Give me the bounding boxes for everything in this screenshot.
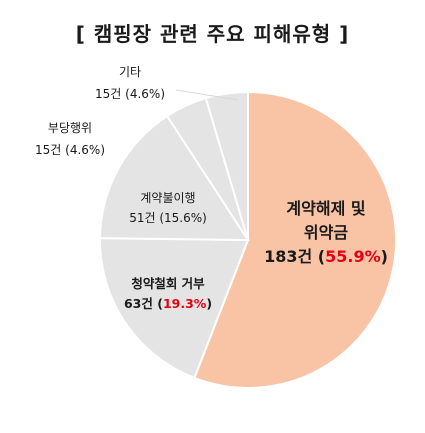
pie-slice-1	[193, 90, 397, 389]
slice-label-value: 63건 (19.3%)	[124, 296, 212, 311]
slice-count: 183건	[264, 247, 312, 266]
pie-slice-3	[98, 114, 250, 242]
slice-percent: 4.6%	[130, 87, 161, 101]
slice-label-name: 청약철회 거부	[131, 276, 205, 291]
slice-percent: 19.3%	[163, 296, 207, 311]
slice-label-value: 183건 (55.9%)	[264, 247, 388, 266]
leader-line-etc	[175, 89, 239, 101]
slice-count: 15건	[95, 87, 121, 101]
slice-count: 15건	[35, 143, 61, 157]
slice-label-value: 15건 (4.6%)	[35, 143, 105, 157]
slice-count: 63건	[124, 296, 153, 311]
pie-slice-2	[99, 237, 250, 380]
slice-percent: 4.6%	[70, 143, 101, 157]
slice-label-name: 위약금	[304, 223, 348, 242]
slice-percent: 55.9%	[325, 247, 381, 266]
slice-label-name: 계약불이행	[140, 190, 195, 205]
pie-slice-5	[204, 90, 249, 241]
slice-label-value: 15건 (4.6%)	[95, 87, 165, 101]
slice-count: 51건	[129, 211, 155, 225]
slice-label-name: 계약해제 및	[286, 199, 365, 218]
slice-label-name: 기타	[119, 65, 141, 79]
slice-percent: 15.6%	[164, 211, 202, 225]
chart-title: [ 캠핑장 관련 주요 피해유형 ]	[75, 22, 350, 46]
slice-label-name: 부당행위	[48, 120, 92, 135]
slice-label-value: 51건 (15.6%)	[129, 211, 207, 225]
